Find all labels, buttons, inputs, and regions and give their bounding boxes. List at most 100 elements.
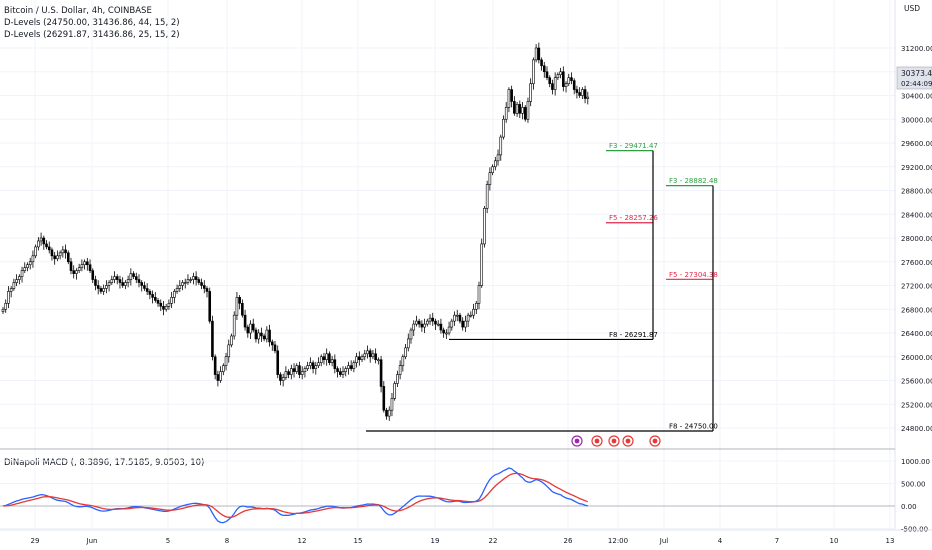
candle [69, 257, 73, 275]
candle [363, 349, 367, 361]
candle [281, 373, 285, 387]
time-tick-label: Jun [86, 537, 98, 545]
candle [287, 369, 290, 379]
candle [143, 281, 146, 291]
candle [581, 87, 584, 100]
candle [268, 324, 271, 347]
candle [50, 247, 54, 261]
candle [251, 318, 255, 333]
candle [300, 366, 304, 380]
candle [494, 156, 497, 171]
price-tick-label: 24800.00 [901, 425, 932, 433]
price-tick-label: 29200.00 [901, 164, 932, 172]
candle [211, 315, 214, 361]
candle [232, 311, 236, 340]
candle [314, 361, 318, 375]
candle [393, 381, 396, 401]
candle [31, 250, 35, 268]
candle [298, 361, 301, 379]
candle [47, 241, 51, 254]
candle [167, 299, 171, 310]
candle [377, 357, 380, 365]
price-tick-label: 28000.00 [901, 235, 932, 243]
time-tick-label: 19 [431, 537, 440, 545]
candle [341, 366, 345, 379]
price-axis[interactable]: 31200.0030800.0030400.0030000.0029600.00… [901, 45, 932, 433]
candle [338, 367, 342, 377]
candle [227, 339, 231, 363]
level-label: F5 - 28257.26 [609, 214, 658, 222]
candle [113, 271, 116, 284]
candle [222, 363, 225, 376]
candle [518, 100, 522, 119]
candle [102, 284, 105, 295]
economic-event-icon[interactable] [649, 435, 661, 447]
candle [216, 370, 220, 387]
candle [526, 97, 530, 123]
candle [428, 314, 432, 325]
economic-event-icon[interactable] [608, 435, 620, 447]
candle [447, 321, 451, 336]
candle [347, 361, 350, 375]
candle [529, 78, 532, 107]
candle [183, 278, 187, 289]
candle [132, 271, 135, 279]
candle [224, 352, 228, 371]
time-axis[interactable]: 29 Jun 5 8 12 15 19 22 26 12:00 Jul 4 7 10 13 [31, 537, 895, 545]
candle [96, 280, 100, 295]
candle [309, 357, 312, 370]
candle [322, 352, 326, 365]
price-tick-label: 26800.00 [901, 306, 932, 314]
candle [12, 278, 16, 291]
candle [189, 277, 192, 284]
candle [86, 257, 89, 271]
candle [466, 312, 470, 328]
macd-line [2, 467, 588, 524]
macd-tick-label: 500.00 [901, 481, 926, 489]
candle [61, 246, 65, 258]
candle [26, 262, 29, 272]
macd-tick-label: 1000.00 [901, 458, 930, 466]
dividend-event-icon[interactable] [571, 435, 583, 447]
candle [202, 280, 206, 294]
price-tick-label: 25600.00 [901, 378, 932, 386]
candle [186, 274, 190, 285]
candle [9, 286, 13, 298]
candle [480, 238, 484, 288]
economic-event-icon[interactable] [622, 435, 634, 447]
candle [219, 366, 222, 383]
candle [230, 333, 233, 348]
candle [257, 329, 260, 344]
candle [366, 345, 369, 359]
candle [445, 329, 448, 339]
candle [262, 333, 266, 342]
candle [344, 366, 348, 377]
candle [510, 85, 513, 108]
time-tick-label: 10 [830, 537, 839, 545]
candle [333, 354, 337, 374]
candle [507, 87, 511, 113]
economic-event-icon[interactable] [591, 435, 603, 447]
time-tick-label: 4 [718, 537, 723, 545]
candle [567, 73, 571, 86]
level-label: F3 - 28882.48 [669, 177, 718, 185]
candle [575, 85, 579, 99]
candle [436, 320, 440, 327]
candle [491, 164, 494, 176]
candle [181, 280, 184, 291]
candle [564, 81, 568, 93]
candle [502, 115, 505, 140]
candle [417, 318, 421, 328]
candle [450, 318, 454, 331]
candle [521, 102, 524, 120]
candle [311, 360, 315, 374]
candle [20, 266, 24, 283]
candle [488, 167, 492, 191]
event-markers [571, 435, 661, 447]
candle [537, 42, 541, 64]
candle [532, 57, 535, 90]
candle [235, 292, 239, 320]
level-label: F8 - 24750.00 [669, 422, 718, 430]
indicator-legend-2: D-Levels (26291.87, 31436.86, 25, 15, 2) [4, 30, 180, 40]
